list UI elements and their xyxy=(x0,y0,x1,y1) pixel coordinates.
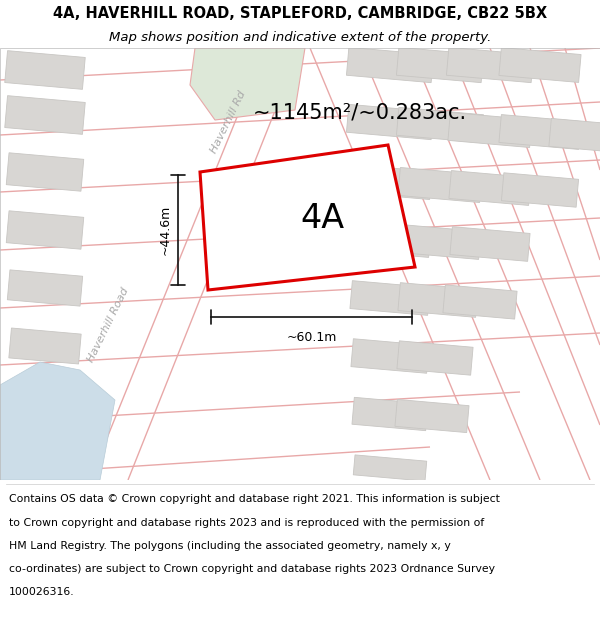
Bar xyxy=(399,224,481,259)
Polygon shape xyxy=(200,145,415,290)
Bar xyxy=(449,171,531,206)
Bar xyxy=(346,48,434,82)
Bar xyxy=(7,270,83,306)
Bar xyxy=(397,107,484,142)
Bar xyxy=(6,152,84,191)
Bar xyxy=(446,48,533,82)
Text: co-ordinates) are subject to Crown copyright and database rights 2023 Ordnance S: co-ordinates) are subject to Crown copyr… xyxy=(9,564,495,574)
Bar xyxy=(348,164,432,199)
Bar xyxy=(5,51,85,89)
Text: HM Land Registry. The polygons (including the associated geometry, namely x, y: HM Land Registry. The polygons (includin… xyxy=(9,541,451,551)
Bar xyxy=(350,281,430,316)
Bar xyxy=(351,339,429,373)
Bar xyxy=(499,48,581,82)
Bar xyxy=(398,282,478,318)
Bar xyxy=(549,119,600,151)
Bar xyxy=(443,285,517,319)
Text: Map shows position and indicative extent of the property.: Map shows position and indicative extent… xyxy=(109,31,491,44)
Bar xyxy=(10,388,80,422)
Text: 4A, HAVERHILL ROAD, STAPLEFORD, CAMBRIDGE, CB22 5BX: 4A, HAVERHILL ROAD, STAPLEFORD, CAMBRIDG… xyxy=(53,6,547,21)
Bar xyxy=(346,104,434,139)
Text: ~1145m²/~0.283ac.: ~1145m²/~0.283ac. xyxy=(253,102,467,122)
Bar xyxy=(353,455,427,481)
Polygon shape xyxy=(190,48,305,120)
Text: Haverhill Road: Haverhill Road xyxy=(86,286,130,364)
Bar xyxy=(5,96,85,134)
Text: 100026316.: 100026316. xyxy=(9,588,74,598)
Bar xyxy=(450,227,530,261)
Bar xyxy=(6,211,84,249)
Bar xyxy=(397,48,484,82)
Text: ~60.1m: ~60.1m xyxy=(286,331,337,344)
Text: Haverhill Rd: Haverhill Rd xyxy=(209,89,247,155)
Text: Contains OS data © Crown copyright and database right 2021. This information is : Contains OS data © Crown copyright and d… xyxy=(9,494,500,504)
Bar xyxy=(397,341,473,375)
Text: 4A: 4A xyxy=(301,202,345,235)
Text: ~44.6m: ~44.6m xyxy=(159,205,172,255)
Bar xyxy=(395,399,469,432)
Bar xyxy=(448,112,532,148)
Polygon shape xyxy=(0,362,115,480)
Bar xyxy=(9,328,81,364)
Bar xyxy=(349,222,431,258)
Text: to Crown copyright and database rights 2023 and is reproduced with the permissio: to Crown copyright and database rights 2… xyxy=(9,518,484,528)
Bar xyxy=(499,114,581,149)
Bar xyxy=(352,398,428,431)
Bar xyxy=(502,173,578,208)
Bar xyxy=(398,168,482,202)
